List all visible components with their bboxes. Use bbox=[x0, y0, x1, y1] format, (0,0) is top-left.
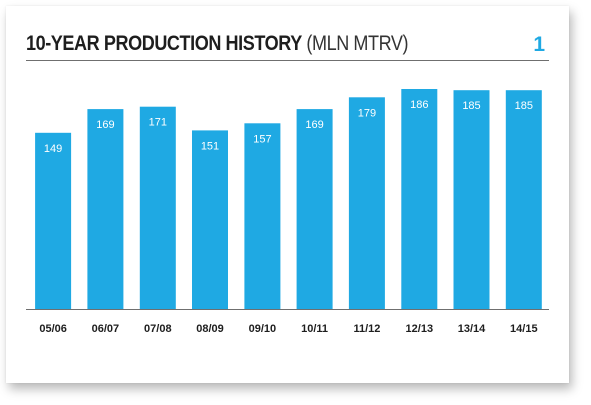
bar-05-06 bbox=[35, 132, 72, 309]
x-tick-label: 13/14 bbox=[458, 323, 486, 335]
bar-value-label: 149 bbox=[44, 143, 62, 155]
chart-title-main: 10-YEAR PRODUCTION HISTORY bbox=[26, 32, 302, 55]
bar-value-label: 157 bbox=[253, 133, 271, 145]
x-tick-label: 06/07 bbox=[92, 323, 120, 335]
bar-12-13 bbox=[401, 89, 438, 309]
bar-value-label: 185 bbox=[515, 100, 533, 112]
bar-09-10 bbox=[244, 123, 281, 309]
x-tick-label: 11/12 bbox=[353, 323, 380, 335]
bar-value-label: 185 bbox=[462, 100, 480, 112]
bar-value-label: 151 bbox=[201, 140, 219, 152]
x-tick-label: 09/10 bbox=[249, 323, 277, 335]
chart-card: 10-YEAR PRODUCTION HISTORY (MLN MTRV) 1 … bbox=[6, 6, 569, 383]
bar-08-09 bbox=[192, 130, 228, 309]
bar-chart: 149 169 171 151 157 169 179 186 185 185 05/06 06/0… bbox=[26, 89, 549, 335]
bar-label-group: 149 169 171 151 157 169 179 186 185 185 bbox=[44, 99, 533, 155]
bar-value-label: 169 bbox=[96, 119, 114, 131]
bar-13-14 bbox=[453, 90, 490, 309]
x-tick-label-group: 05/06 06/07 07/08 08/09 09/10 10/11 11/12 12/13… bbox=[39, 323, 537, 335]
bar-value-label: 169 bbox=[305, 119, 323, 131]
chart-title-unit: (MLN MTRV) bbox=[306, 32, 409, 55]
x-tick-label: 05/06 bbox=[39, 323, 67, 335]
title-divider bbox=[26, 60, 549, 61]
figure-number: 1 bbox=[533, 33, 545, 56]
x-tick-label: 07/08 bbox=[144, 323, 172, 335]
bar-group bbox=[35, 89, 542, 309]
x-tick-label: 14/15 bbox=[510, 323, 538, 335]
bar-06-07 bbox=[87, 109, 124, 309]
bar-10-11 bbox=[296, 109, 333, 309]
x-tick-label: 12/13 bbox=[406, 323, 434, 335]
x-tick-label: 08/09 bbox=[196, 323, 224, 335]
chart-title: 10-YEAR PRODUCTION HISTORY (MLN MTRV) bbox=[26, 31, 409, 57]
bar-value-label: 186 bbox=[410, 99, 428, 111]
bar-14-15 bbox=[505, 90, 542, 309]
bar-value-label: 171 bbox=[149, 117, 167, 129]
x-tick-label: 10/11 bbox=[301, 323, 328, 335]
bar-11-12 bbox=[348, 97, 385, 309]
bar-07-08 bbox=[139, 106, 176, 309]
bar-value-label: 179 bbox=[358, 107, 376, 119]
